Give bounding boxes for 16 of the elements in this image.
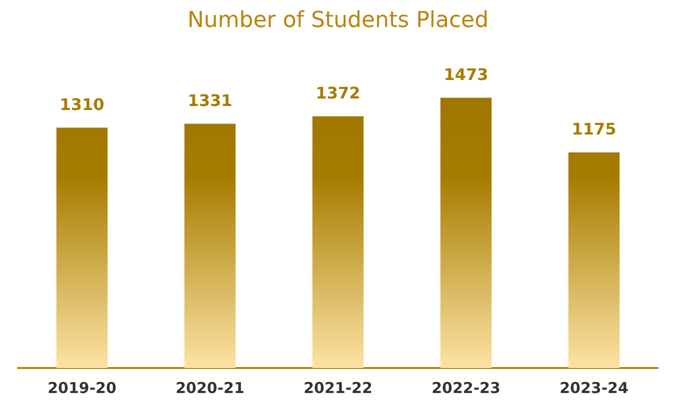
x-tick-label: 2021-22	[304, 378, 372, 397]
x-tick-label: 2022-23	[432, 378, 500, 397]
chart-title: Number of Students Placed	[187, 8, 489, 33]
bar	[184, 124, 236, 368]
x-tick-label: 2019-20	[48, 378, 116, 397]
data-label: 1473	[444, 64, 488, 84]
data-label: 1175	[572, 120, 616, 139]
data-label: 1331	[188, 90, 232, 110]
bar	[568, 152, 620, 368]
data-label: 1310	[60, 94, 104, 114]
x-tick-label: 2020-21	[176, 378, 244, 397]
bar	[56, 128, 108, 368]
bar	[440, 98, 492, 368]
x-tick-label: 2023-24	[560, 378, 628, 397]
bar	[312, 116, 364, 368]
data-label: 1372	[316, 83, 360, 102]
